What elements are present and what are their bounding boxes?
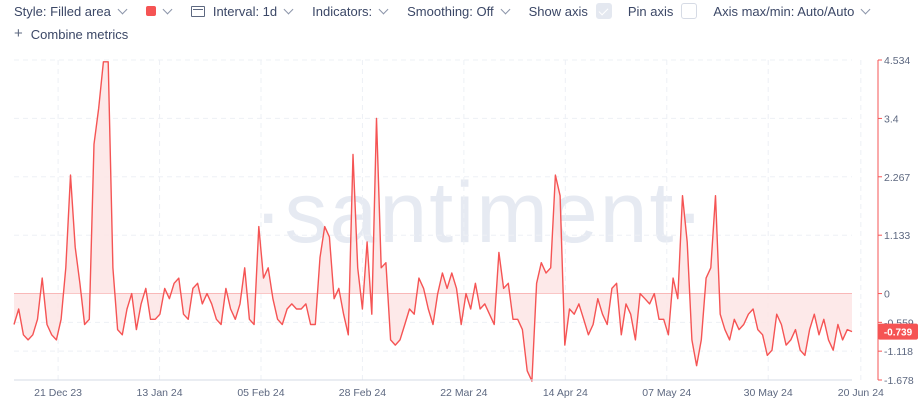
combine-metrics-button[interactable]: + Combine metrics [14,25,129,42]
toolbar-row-main: Style: Filled area Interval: 1d Indicato… [14,3,889,19]
y-tick-label: -1.678 [884,375,914,387]
y-tick-label: 2.267 [884,172,910,184]
plot-area [13,61,853,382]
chevron-down-icon [500,4,511,15]
pin-axis-toggle[interactable]: Pin axis [628,3,698,19]
smoothing-label: Smoothing: Off [407,3,494,19]
indicators-label: Indicators: [312,3,373,19]
x-tick-label: 13 Jan 24 [136,387,182,399]
chevron-down-icon [860,4,871,15]
axis-range-dropdown[interactable]: Axis max/min: Auto/Auto [713,4,873,19]
metric-chart[interactable]: ·santiment· 4.5343.42.2671.1330-0.559-1.… [0,50,924,404]
x-tick-label: 28 Feb 24 [339,387,386,399]
x-tick-label: 22 Mar 24 [440,387,487,399]
pin-axis-checkbox[interactable] [681,3,698,19]
y-tick-label: 4.534 [884,55,910,67]
y-tick-label: -1.118 [884,346,913,358]
x-tick-label: 21 Dec 23 [34,387,82,399]
last-value-badge [878,323,918,340]
chart-toolbar: Style: Filled area Interval: 1d Indicato… [0,0,924,48]
show-axis-checkbox[interactable] [595,3,612,19]
show-axis-toggle[interactable]: Show axis [529,3,612,19]
x-axis: 21 Dec 23 13 Jan 24 05 Feb 24 28 Feb 24 22 M… [14,379,884,399]
x-tick-label: 14 Apr 24 [543,387,588,399]
y-axis: 4.5343.42.2671.1330-0.559-1.118-1.678-0.… [877,55,918,387]
show-axis-label: Show axis [528,3,588,19]
x-tick-label: 20 Jun 24 [838,387,884,399]
axis-range-label: Axis max/min: Auto/Auto [713,3,855,19]
toolbar-row-secondary: + Combine metrics [14,25,129,42]
style-label: Style: Filled area [14,3,111,19]
y-tick-label: 1.133 [884,230,910,242]
color-swatch [145,6,156,16]
chevron-down-icon [283,4,294,15]
indicators-dropdown[interactable]: Indicators: [312,4,391,19]
y-tick-label: 0 [884,289,890,301]
chevron-down-icon [378,4,389,15]
chevron-down-icon [162,4,173,15]
last-value-label: -0.739 [884,328,913,339]
color-picker[interactable] [145,4,175,16]
chevron-down-icon [117,4,128,15]
style-dropdown[interactable]: Style: Filled area [14,4,130,19]
x-tick-label: 07 May 24 [642,387,691,399]
x-tick-label: 30 May 24 [744,387,793,399]
pin-axis-label: Pin axis [627,3,674,19]
interval-dropdown[interactable]: Interval: 1d [190,3,296,19]
series-line [13,61,853,382]
calendar-icon [190,5,205,17]
interval-label: Interval: 1d [212,3,278,19]
x-tick-label: 05 Feb 24 [237,387,284,399]
y-tick-label: 3.4 [884,113,899,125]
plus-icon: + [14,25,23,42]
combine-metrics-label: Combine metrics [30,26,129,42]
smoothing-dropdown[interactable]: Smoothing: Off [407,4,512,19]
